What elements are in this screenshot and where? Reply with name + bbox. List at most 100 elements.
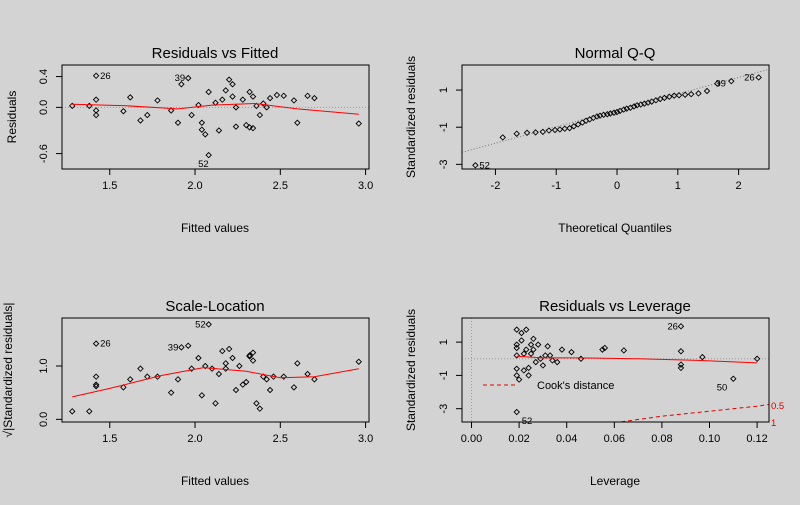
data-point [523, 346, 530, 353]
data-point [266, 94, 274, 102]
panel2-x-tick-label: 2 [736, 180, 742, 192]
data-point [755, 74, 762, 81]
data-point [154, 97, 161, 104]
data-point [355, 120, 363, 127]
data-point [304, 370, 311, 378]
data-point [545, 127, 553, 134]
panel4-ylabel: Standardized residuals [404, 309, 418, 431]
panel1-ylabel: Residuals [5, 91, 19, 144]
data-point [92, 111, 100, 119]
panel3-y-tick-label: 0.0 [38, 412, 50, 427]
panel1-y-tick-label: 0.0 [38, 100, 50, 115]
panel4-x-tick-label: 0.06 [604, 433, 625, 445]
data-point [198, 119, 206, 127]
data-point [92, 373, 100, 380]
cooks-level-1-label: 1 [771, 418, 776, 429]
cooks-legend-label: Cook's distance [537, 380, 614, 392]
panel1-xlabel: Fitted values [181, 221, 249, 235]
data-point [92, 383, 100, 390]
panel4-x-ticks: 0.00 0.02 0.04 0.06 0.08 0.10 0.12 [461, 422, 768, 445]
data-point [513, 352, 520, 359]
data-point [677, 323, 685, 330]
panel3-y-ticks: 0.0 1.0 [38, 358, 62, 427]
data-point [304, 92, 311, 100]
data-point [666, 93, 673, 100]
data-point [513, 365, 520, 372]
data-point [551, 126, 559, 134]
data-point [553, 358, 561, 366]
data-point [513, 130, 520, 137]
point-label: 39 [168, 342, 179, 353]
panel3-ylabel: √|Standardized residuals| [1, 303, 15, 438]
data-point [728, 77, 735, 85]
data-point [225, 76, 233, 83]
panel1-title: Residuals vs Fitted [152, 45, 279, 62]
data-point [499, 134, 506, 141]
panel4-x-tick-label: 0.12 [746, 433, 767, 445]
data-point [222, 87, 229, 94]
data-point [518, 337, 525, 344]
data-point [513, 372, 520, 379]
data-point [558, 346, 566, 353]
data-point [198, 392, 206, 399]
panel3-frame [61, 317, 370, 423]
point-label: 26 [100, 339, 111, 350]
panel1-y-tick-label: 0.4 [38, 69, 50, 84]
panel1-points [68, 72, 363, 159]
point-label: 26 [667, 321, 678, 332]
data-point [670, 92, 678, 99]
data-point [661, 94, 668, 102]
data-point [222, 360, 229, 367]
panel1-frame [61, 64, 370, 170]
data-point [205, 151, 212, 159]
data-point [239, 381, 247, 388]
data-point [294, 119, 301, 127]
data-point [290, 97, 298, 104]
data-point [355, 358, 363, 365]
point-label: 52 [198, 159, 209, 170]
data-point [222, 365, 229, 372]
data-point [184, 74, 192, 82]
panel2-xlabel: Theoretical Quantiles [558, 221, 671, 235]
data-point [527, 341, 535, 348]
data-point [549, 357, 556, 364]
data-point [681, 91, 689, 98]
data-point [677, 348, 685, 355]
data-point [126, 376, 134, 383]
point-label: 39 [715, 79, 726, 90]
data-point [266, 386, 274, 394]
data-point [68, 102, 76, 110]
data-point [195, 354, 202, 362]
data-point [730, 375, 737, 382]
data-point [593, 113, 601, 120]
data-point [229, 93, 236, 100]
data-point [568, 348, 575, 356]
panel4-smooth-curve [516, 355, 758, 364]
data-point [92, 72, 100, 80]
panel4-frame [461, 317, 770, 423]
data-point [202, 362, 209, 370]
panel2-point-labels: 39 26 52 [479, 72, 754, 171]
panel4-x-tick-label: 0.02 [508, 433, 529, 445]
cooks-level-05-label: 0.5 [771, 401, 784, 412]
data-point [515, 376, 523, 383]
data-point [610, 109, 618, 116]
data-point [311, 376, 318, 383]
data-point [198, 126, 206, 133]
data-point [520, 367, 528, 374]
data-point [202, 131, 209, 138]
panel1-y-tick-label: -0.6 [38, 144, 50, 163]
cooks-distance-curve [616, 404, 769, 422]
panel4-x-tick-label: 0.04 [556, 433, 577, 445]
data-point [225, 345, 233, 353]
data-point [92, 340, 100, 347]
data-point [232, 123, 240, 130]
data-point [184, 342, 192, 349]
data-point [249, 349, 257, 356]
data-point [263, 376, 270, 383]
panel2-x-tick-label: 0 [614, 180, 620, 192]
panel4-x-tick-label: 0.00 [461, 433, 482, 445]
data-point [246, 124, 253, 131]
point-label: 50 [717, 383, 728, 394]
panel4-y-tick-label: -3 [438, 404, 450, 414]
